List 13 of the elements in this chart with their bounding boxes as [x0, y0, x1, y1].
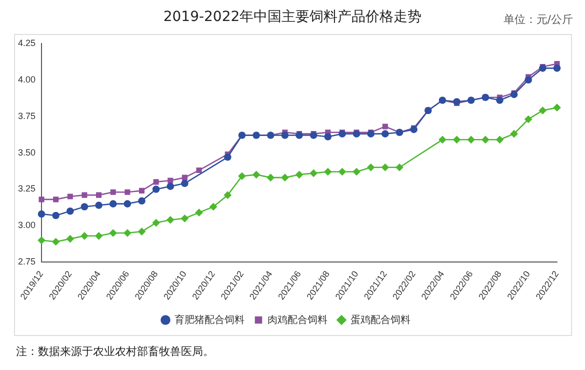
legend-label: 肉鸡配合饲料: [268, 314, 328, 326]
y-tick-label: 3.75: [18, 110, 36, 121]
y-tick-label: 4.00: [18, 74, 36, 84]
y-tick-label: 4.25: [18, 38, 36, 48]
y-tick-label: 3.25: [18, 184, 36, 194]
legend-label: 蛋鸡配合饲料: [350, 314, 410, 326]
y-axis-title: 单位：元/公斤: [503, 12, 573, 27]
y-tick-label: 2.75: [18, 256, 36, 267]
legend-label: 育肥猪配合饲料: [174, 314, 244, 326]
y-tick-label: 3.00: [18, 220, 36, 230]
y-tick-label: 3.50: [18, 147, 36, 158]
text: 注：数据来源于农业农村部畜牧兽医局。: [16, 344, 214, 359]
chart-title: 2019-2022年中国主要饲料产品价格走势: [163, 9, 422, 25]
